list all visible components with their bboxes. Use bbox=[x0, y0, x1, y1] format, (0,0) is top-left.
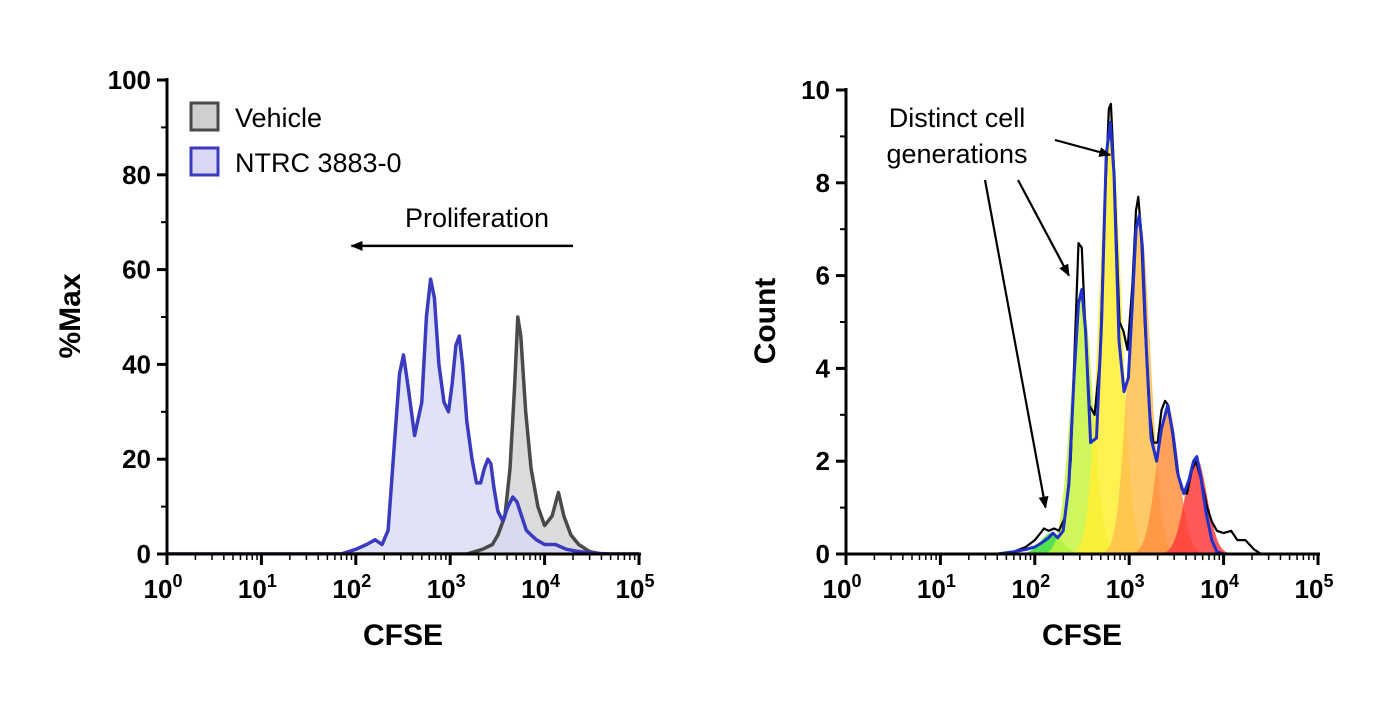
left-series-layer bbox=[167, 277, 639, 553]
histogram-fill-vehicle bbox=[470, 317, 597, 553]
right-x-tick-label: 105 bbox=[1295, 571, 1334, 604]
left-y-tick-label: 60 bbox=[122, 255, 151, 285]
generation-arrow bbox=[983, 179, 1049, 509]
right-y-tick-label: 4 bbox=[816, 353, 831, 383]
left-axes: 0 20 40 60 80 100 100 101 102 103 104 105 bbox=[108, 65, 655, 604]
right-generations-layer bbox=[1024, 122, 1229, 553]
model-fit-line bbox=[846, 121, 1318, 553]
generations-label-line-2: generations bbox=[886, 139, 1027, 169]
right-x-tick-label: 103 bbox=[1106, 571, 1145, 604]
legend-label-vehicle: Vehicle bbox=[235, 103, 322, 133]
right-x-tick-label: 104 bbox=[1200, 571, 1239, 604]
generations-label-line-1: Distinct cell bbox=[889, 103, 1026, 133]
right-x-axis-title: CFSE bbox=[1042, 619, 1122, 652]
left-legend: Vehicle NTRC 3883-0 bbox=[189, 101, 402, 178]
left-y-tick-label: 80 bbox=[122, 160, 151, 190]
generation-arrow bbox=[1054, 138, 1112, 157]
right-x-tick-label: 101 bbox=[917, 571, 956, 604]
right-x-tick-label: 102 bbox=[1011, 571, 1050, 604]
left-x-tick-label: 101 bbox=[238, 571, 277, 604]
histogram-fill-ntrc bbox=[344, 279, 589, 553]
left-x-tick-label: 105 bbox=[616, 571, 655, 604]
proliferation-label: Proliferation bbox=[405, 203, 549, 233]
generation-peak bbox=[1163, 456, 1229, 553]
right-axes: 0 2 4 6 8 10 100 101 102 103 104 105 bbox=[801, 75, 1333, 604]
left-y-axis-title: %Max bbox=[54, 273, 87, 358]
histogram-line-vehicle bbox=[167, 315, 639, 553]
legend-label-ntrc: NTRC 3883-0 bbox=[235, 148, 402, 178]
generations-annotation: Distinct cell generations bbox=[886, 103, 1112, 509]
legend-item-vehicle: Vehicle bbox=[189, 101, 322, 133]
left-x-ticks: 100 101 102 103 104 105 bbox=[144, 554, 655, 604]
right-y-tick-label: 8 bbox=[816, 168, 830, 198]
left-y-tick-label: 0 bbox=[137, 539, 151, 569]
generation-arrow bbox=[1017, 179, 1070, 277]
right-y-tick-label: 6 bbox=[816, 261, 830, 291]
right-y-tick-label: 0 bbox=[816, 539, 830, 569]
left-x-tick-label: 104 bbox=[521, 571, 560, 604]
left-x-tick-label: 102 bbox=[332, 571, 371, 604]
right-y-ticks: 0 2 4 6 8 10 bbox=[801, 75, 846, 569]
right-series-layer bbox=[846, 102, 1318, 553]
legend-swatch-vehicle bbox=[189, 101, 220, 132]
legend-swatch-ntrc bbox=[189, 146, 220, 177]
left-x-tick-label: 103 bbox=[427, 571, 466, 604]
left-x-axis-title: CFSE bbox=[363, 619, 443, 652]
left-chart: 0 20 40 60 80 100 100 101 102 103 104 105 CFSE %Ma… bbox=[54, 65, 654, 652]
right-plot-area bbox=[846, 102, 1318, 553]
generations-arrows bbox=[983, 138, 1112, 509]
right-y-axis-title: Count bbox=[749, 278, 782, 365]
total-count-line bbox=[846, 102, 1318, 553]
proliferation-annotation: Proliferation bbox=[350, 203, 574, 251]
left-y-ticks: 0 20 40 60 80 100 bbox=[108, 65, 167, 569]
histogram-line-ntrc bbox=[167, 277, 639, 553]
left-plot-area bbox=[167, 277, 639, 553]
right-chart: 0 2 4 6 8 10 100 101 102 103 104 105 CFSE Count Di… bbox=[749, 75, 1333, 652]
left-y-tick-label: 100 bbox=[108, 65, 151, 95]
right-x-ticks: 100 101 102 103 104 105 bbox=[823, 554, 1334, 604]
right-y-tick-label: 10 bbox=[801, 75, 830, 105]
left-x-tick-label: 100 bbox=[144, 571, 183, 604]
left-y-tick-label: 40 bbox=[122, 349, 151, 379]
generation-peak bbox=[1074, 122, 1147, 553]
right-x-tick-label: 100 bbox=[823, 571, 862, 604]
left-y-tick-label: 20 bbox=[122, 444, 151, 474]
right-y-tick-label: 2 bbox=[816, 446, 830, 476]
legend-item-ntrc: NTRC 3883-0 bbox=[189, 146, 402, 178]
